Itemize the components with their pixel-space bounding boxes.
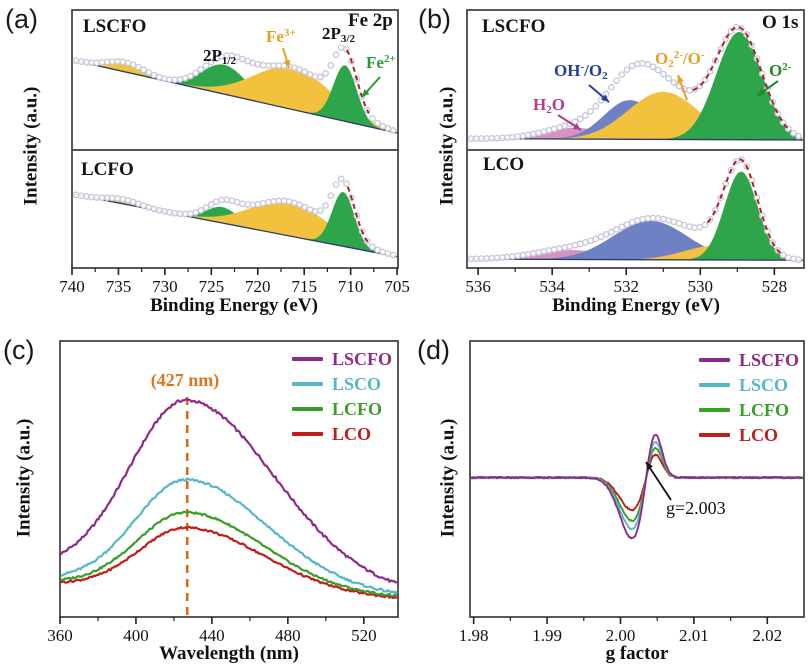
legend-item-lco: LCO xyxy=(292,424,392,444)
svg-text:536: 536 xyxy=(465,277,491,296)
legend-label: LCFO xyxy=(332,399,383,419)
legend-label: LCO xyxy=(332,424,372,444)
sample-label-lco: LCO xyxy=(483,154,525,175)
legend-label: LCFO xyxy=(739,400,790,420)
peak-label-h2o: H2O xyxy=(533,95,565,116)
peak-label-2p32: 2P3/2 xyxy=(322,24,355,45)
panel-label-c: (c) xyxy=(3,335,35,365)
spectrum-label-fe2p: Fe 2p xyxy=(348,10,393,31)
svg-text:725: 725 xyxy=(199,277,225,296)
legend-swatch xyxy=(699,383,730,387)
svg-text:2.01: 2.01 xyxy=(679,626,709,645)
x-axis-label-d: g factor xyxy=(605,643,669,664)
legend-swatch xyxy=(292,432,323,436)
legend-label: LSCFO xyxy=(739,350,800,370)
svg-text:528: 528 xyxy=(762,277,788,296)
legend-swatch xyxy=(292,382,323,386)
legend-item-lco: LCO xyxy=(699,425,799,445)
legend-swatch xyxy=(699,408,730,412)
svg-text:480: 480 xyxy=(275,626,301,645)
legend-item-lsco: LSCO xyxy=(292,374,392,394)
legend-swatch xyxy=(699,433,730,437)
x-axis-label-a: Binding Energy (eV) xyxy=(150,295,318,316)
legend-swatch xyxy=(292,407,323,411)
peak-label-2p12: 2P1/2 xyxy=(203,46,236,67)
peak-label-fe3plus: Fe3+ xyxy=(266,27,296,46)
peak-label-oh-o2: OH-/O2 xyxy=(554,61,608,82)
legend-item-lscfo: LSCFO xyxy=(699,350,799,370)
legend-c: LSCFO LSCO LCFO LCO xyxy=(292,349,392,444)
svg-text:730: 730 xyxy=(152,277,178,296)
legend-label: LSCO xyxy=(739,375,789,395)
x-axis-label-c: Wavelength (nm) xyxy=(159,643,299,664)
panel-label-d: (d) xyxy=(417,335,450,365)
spectrum-label-o1s: O 1s xyxy=(762,12,799,33)
svg-text:735: 735 xyxy=(106,277,132,296)
svg-text:720: 720 xyxy=(245,277,271,296)
y-axis-label-c: Intensity (a.u.) xyxy=(13,418,35,538)
svg-text:1.99: 1.99 xyxy=(532,626,562,645)
svg-text:530: 530 xyxy=(688,277,714,296)
legend-item-lsco: LSCO xyxy=(699,375,799,395)
peak-label-o22-o: O22-/O- xyxy=(655,49,705,70)
legend-swatch xyxy=(292,357,323,361)
x-axis-label-b: Binding Energy (eV) xyxy=(552,295,720,316)
legend-item-lcfo: LCFO xyxy=(699,400,799,420)
y-axis-label-b: Intensity (a.u.) xyxy=(436,86,458,206)
peak-label-fe2plus: Fe2+ xyxy=(366,53,396,72)
sample-label-lscfo-b: LSCFO xyxy=(482,16,546,37)
sample-label-lcfo: LCFO xyxy=(81,159,134,180)
legend-label: LSCO xyxy=(332,374,382,394)
svg-text:532: 532 xyxy=(613,277,639,296)
svg-text:440: 440 xyxy=(199,626,225,645)
panel-label-a: (a) xyxy=(5,4,38,34)
svg-text:2.00: 2.00 xyxy=(606,626,636,645)
svg-text:740: 740 xyxy=(59,277,85,296)
svg-text:2.02: 2.02 xyxy=(752,626,782,645)
peak-label-o2minus: O2- xyxy=(769,61,792,80)
y-axis-label-a: Intensity (a.u.) xyxy=(20,86,42,206)
svg-text:1.98: 1.98 xyxy=(459,626,489,645)
legend-label: LCO xyxy=(739,425,779,445)
svg-text:400: 400 xyxy=(123,626,149,645)
g-factor-annotation: g=2.003 xyxy=(666,498,726,518)
legend-item-lscfo: LSCFO xyxy=(292,349,392,369)
y-axis-label-d: Intensity (a.u.) xyxy=(437,418,459,538)
svg-text:520: 520 xyxy=(351,626,377,645)
svg-text:534: 534 xyxy=(539,277,565,296)
svg-text:710: 710 xyxy=(338,277,364,296)
sample-label-lscfo-a: LSCFO xyxy=(83,16,147,37)
legend-swatch xyxy=(699,358,730,362)
legend-d: LSCFO LSCO LCFO LCO xyxy=(699,350,799,445)
legend-label: LSCFO xyxy=(332,349,393,369)
svg-text:705: 705 xyxy=(384,277,410,296)
svg-text:360: 360 xyxy=(47,626,73,645)
panel-label-b: (b) xyxy=(418,4,451,34)
svg-text:715: 715 xyxy=(291,277,317,296)
peak-wavelength-label: (427 nm) xyxy=(150,370,220,390)
legend-item-lcfo: LCFO xyxy=(292,399,392,419)
